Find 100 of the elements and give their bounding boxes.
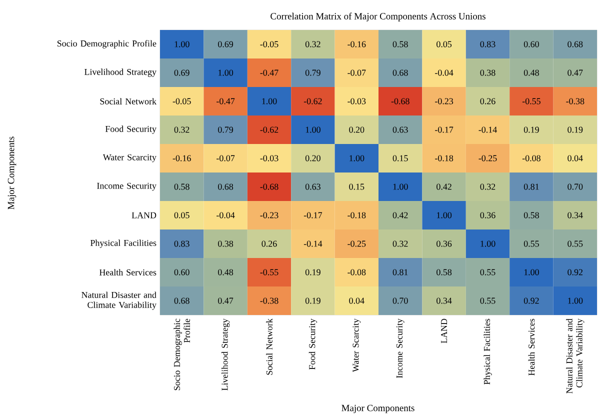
- y-tick-label: Socio Demographic Profile: [57, 40, 156, 48]
- x-tick-label: Health Services: [528, 318, 535, 376]
- data-label: 0.19: [305, 269, 320, 276]
- data-label: 1.00: [436, 212, 452, 218]
- data-label: 0.05: [174, 212, 190, 218]
- y-tick-label: Water Scarcity: [102, 154, 156, 162]
- data-label: 0.32: [392, 240, 408, 247]
- data-label: 0.36: [480, 212, 496, 218]
- data-label: 0.92: [524, 298, 539, 304]
- data-label: 0.34: [568, 212, 583, 218]
- data-label: -0.08: [522, 155, 540, 162]
- data-label: 0.42: [436, 184, 452, 190]
- y-tick-label: Food Security: [105, 126, 156, 134]
- data-label: 0.63: [392, 126, 408, 133]
- data-label: 0.15: [349, 184, 364, 190]
- data-label: 0.58: [436, 269, 452, 276]
- data-label: -0.16: [348, 41, 366, 48]
- data-label: 0.68: [392, 70, 408, 76]
- data-label: 0.79: [218, 126, 234, 133]
- data-label: -0.18: [348, 212, 366, 218]
- data-label: 1.00: [218, 70, 234, 76]
- data-label: -0.25: [348, 240, 366, 247]
- x-axis-title: Major Components: [342, 404, 414, 414]
- data-label: -0.04: [435, 70, 454, 76]
- y-tick-label: Natural Disaster and Climate Variability: [82, 292, 156, 310]
- data-label: 0.20: [305, 155, 320, 162]
- data-label: 0.63: [305, 184, 320, 190]
- data-label: -0.03: [348, 98, 366, 104]
- data-label: 0.92: [568, 269, 583, 276]
- data-label: 0.04: [349, 298, 364, 304]
- data-label: 0.55: [524, 240, 539, 247]
- data-label: 0.70: [392, 298, 408, 304]
- data-label: 0.19: [524, 126, 539, 133]
- data-label: -0.07: [216, 155, 235, 162]
- data-label: 0.68: [568, 41, 583, 48]
- data-label: 0.32: [174, 126, 190, 133]
- x-tick-label: LAND: [441, 318, 448, 344]
- data-label: 0.20: [349, 126, 364, 133]
- data-label: -0.23: [260, 212, 278, 218]
- y-tick-label: LAND: [132, 212, 156, 218]
- data-label: 0.48: [218, 269, 234, 276]
- chart-title: Correlation Matrix of Major Components Across Unions: [270, 12, 486, 22]
- x-tick-label: Water Scarcity: [352, 318, 361, 372]
- data-label: 0.38: [480, 70, 496, 76]
- data-label: 1.00: [393, 184, 408, 190]
- data-label: -0.07: [348, 70, 366, 76]
- x-tick-label: Food Security: [308, 318, 318, 370]
- data-label: -0.68: [391, 98, 410, 104]
- data-label: -0.17: [304, 212, 322, 218]
- y-tick-label: Physical Facilities: [90, 240, 156, 248]
- data-label: -0.03: [260, 155, 278, 162]
- data-label: 1.00: [174, 41, 190, 48]
- data-label: -0.25: [478, 155, 497, 162]
- data-label: -0.04: [216, 212, 235, 218]
- data-label: 0.81: [392, 269, 408, 276]
- data-label: 0.19: [568, 126, 583, 133]
- data-label: 0.48: [524, 70, 539, 76]
- data-label: -0.14: [478, 126, 497, 133]
- data-label: 1.00: [524, 269, 539, 276]
- data-label: -0.62: [260, 126, 278, 133]
- x-tick-label: Natural Disaster and Climate Variability: [566, 318, 584, 394]
- y-axis-title: Major Components: [8, 136, 16, 210]
- data-label: 0.26: [262, 240, 277, 247]
- data-label: 0.34: [436, 298, 452, 304]
- data-label: 0.69: [174, 70, 190, 76]
- data-label: -0.16: [172, 155, 191, 162]
- data-label: 1.00: [480, 240, 496, 247]
- data-label: -0.55: [260, 269, 278, 276]
- data-label: 1.00: [306, 126, 320, 133]
- data-label: 0.55: [480, 269, 496, 276]
- data-label: -0.68: [260, 184, 278, 190]
- data-label: 0.58: [524, 212, 539, 218]
- data-label: -0.23: [435, 98, 454, 104]
- data-label: -0.05: [260, 41, 278, 48]
- data-label: 0.32: [305, 41, 320, 48]
- data-label: 0.38: [218, 240, 234, 247]
- data-label: 0.26: [480, 98, 496, 104]
- data-label: 0.36: [436, 240, 452, 247]
- data-label: 0.05: [436, 41, 452, 48]
- x-tick-label: Social Network: [266, 318, 272, 375]
- data-label: -0.14: [304, 240, 322, 247]
- y-tick-label: Livelihood Strategy: [84, 68, 156, 77]
- data-label: -0.38: [566, 98, 584, 104]
- data-label: 0.68: [218, 184, 234, 190]
- data-label: -0.47: [260, 70, 278, 76]
- data-label: 0.79: [305, 70, 320, 76]
- data-label: 1.00: [350, 155, 364, 162]
- data-label: -0.18: [435, 155, 454, 162]
- data-label: -0.08: [348, 269, 366, 276]
- data-label: -0.55: [522, 98, 540, 104]
- data-label: 0.60: [524, 41, 539, 48]
- data-label: -0.62: [304, 98, 322, 104]
- data-label: 0.04: [568, 155, 583, 162]
- data-label: -0.05: [172, 98, 191, 104]
- data-label: 0.19: [305, 298, 320, 304]
- data-label: 0.58: [174, 184, 190, 190]
- data-label: 0.32: [480, 184, 496, 190]
- data-label: 1.00: [262, 98, 277, 104]
- data-label: 0.60: [174, 269, 190, 276]
- data-label: 0.55: [480, 298, 496, 304]
